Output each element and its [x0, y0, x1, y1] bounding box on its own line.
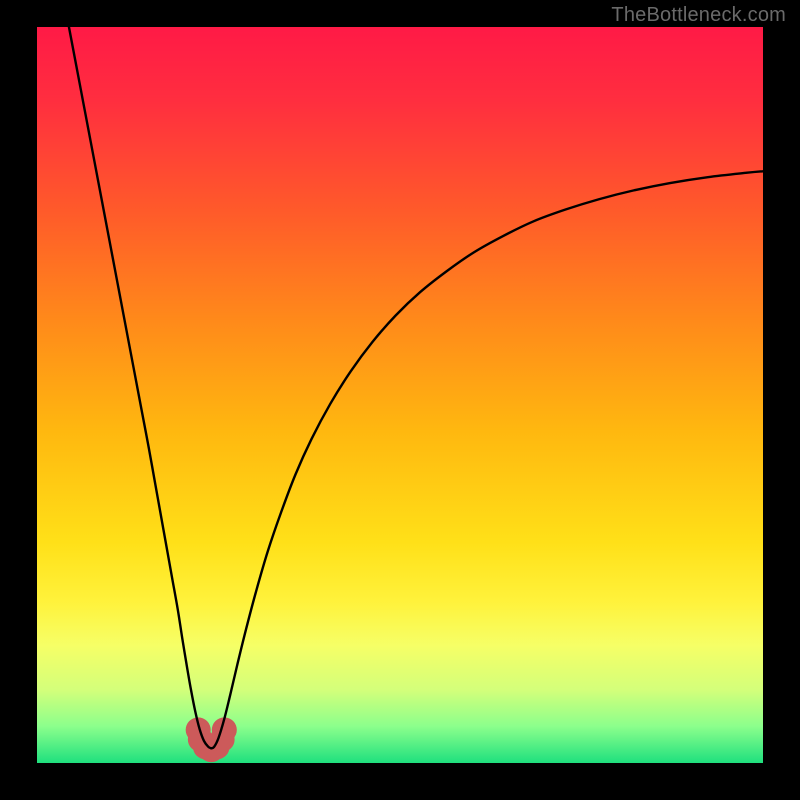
bottleneck-curve-chart: [37, 27, 763, 763]
watermark-text: TheBottleneck.com: [611, 4, 786, 27]
chart-background: [37, 27, 763, 763]
chart-svg: [37, 27, 763, 763]
